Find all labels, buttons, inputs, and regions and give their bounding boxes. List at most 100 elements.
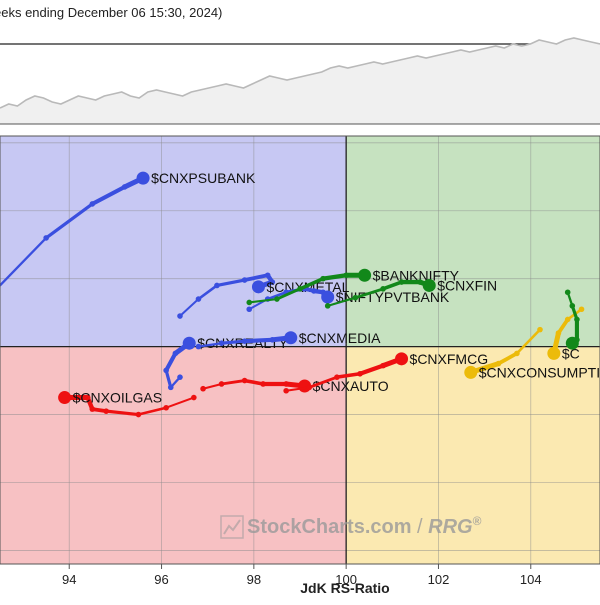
- leading-quadrant: [346, 136, 600, 347]
- series-segment: [248, 297, 278, 304]
- series-segment: [242, 273, 270, 282]
- series-point: [320, 275, 326, 282]
- watermark-brand: StockCharts.com: [247, 516, 412, 538]
- series-point: [306, 384, 313, 391]
- series-segment: [197, 284, 219, 301]
- series-point: [352, 294, 359, 301]
- series-segment: [0, 236, 48, 287]
- series-segment: [326, 296, 357, 307]
- series-tail: $BANKNIFTY: [246, 267, 460, 306]
- series-segment: [164, 368, 173, 389]
- benchmark-panel: [0, 24, 600, 125]
- series-segment: [220, 379, 247, 386]
- stockcharts-watermark: StockCharts.com / RRG®: [220, 514, 482, 539]
- series-point: [564, 289, 571, 296]
- series-segment: [44, 202, 94, 240]
- series-segment: [307, 375, 339, 389]
- series-point: [260, 381, 266, 387]
- svg-text:StockCharts.com / RRG®: StockCharts.com / RRG®: [247, 514, 482, 538]
- series-point: [398, 279, 405, 285]
- stockcharts-logo-icon: [220, 515, 244, 539]
- series-label: $C: [562, 345, 580, 361]
- series-segment: [202, 382, 223, 390]
- series-label: $CNXOILGAS: [73, 390, 162, 406]
- series-segment: [320, 273, 349, 281]
- series-point: [167, 384, 174, 391]
- series-point: [537, 326, 543, 333]
- series-point: [218, 381, 225, 387]
- weakening-quadrant: [346, 346, 600, 564]
- series-point: [311, 288, 317, 294]
- series-head-marker: [464, 365, 478, 379]
- x-axis-label: JdK RS-Ratio: [300, 580, 389, 596]
- series-tail: [564, 289, 580, 350]
- x-tick-label: 98: [247, 572, 261, 587]
- series-point: [343, 272, 349, 279]
- series-point: [195, 296, 202, 302]
- series-point: [214, 282, 220, 289]
- series-point: [283, 381, 289, 387]
- series-point: [163, 404, 169, 411]
- series-segment: [104, 409, 141, 417]
- series-point: [191, 394, 197, 401]
- x-tick-label: 96: [154, 572, 168, 587]
- series-point: [89, 406, 96, 412]
- improving-quadrant: [0, 136, 347, 347]
- series-label: $CNXPSUBANK: [151, 170, 256, 186]
- series-segment: [164, 351, 178, 373]
- series-segment: [285, 386, 311, 392]
- series-point: [195, 343, 202, 350]
- series-point: [269, 279, 276, 285]
- series-segment: [179, 298, 200, 318]
- series-head-marker: [58, 391, 72, 405]
- series-segment: [266, 290, 288, 301]
- series-head-marker: [182, 336, 196, 350]
- series-segment: [197, 342, 223, 348]
- series-head-marker: [395, 352, 409, 366]
- series-layer: $CNXPSUBANK$CNXMETAL$NIFTYPVTBANK$CNXREA…: [0, 170, 600, 418]
- series-head-marker: [251, 280, 265, 294]
- series-point: [103, 408, 109, 414]
- series-point: [241, 277, 248, 283]
- series-segment: [90, 184, 127, 206]
- series-point: [417, 279, 423, 285]
- series-head-marker: [284, 331, 298, 345]
- x-tick-label: 94: [62, 572, 76, 587]
- x-tick-label: 102: [428, 572, 450, 587]
- series-tail: $CNXOILGAS: [58, 390, 197, 418]
- series-point: [269, 337, 276, 343]
- series-point: [555, 330, 562, 336]
- series-point: [172, 350, 179, 357]
- series-segment: [242, 378, 265, 386]
- series-head-marker: [422, 278, 436, 292]
- series-segment: [137, 406, 168, 416]
- series-point: [564, 316, 571, 323]
- series-tail: $CNXAUTO: [200, 377, 389, 394]
- series-point: [578, 306, 585, 313]
- series-head-marker: [565, 336, 579, 350]
- series-point: [177, 313, 183, 319]
- series-point: [135, 411, 142, 418]
- x-tick-label: 104: [520, 572, 542, 587]
- series-label: $BANKNIFTY: [373, 267, 460, 283]
- series-label: $CNXAUTO: [313, 378, 389, 394]
- series-segment: [381, 280, 404, 291]
- series-point: [218, 340, 225, 347]
- series-tail: $CNXCONSUMPTION: [464, 326, 600, 380]
- series-segment: [242, 337, 275, 344]
- series-point: [121, 184, 128, 190]
- series-segment: [357, 363, 386, 376]
- benchmark-line: [0, 38, 600, 124]
- series-label: $CNXCONSUMPTION: [479, 364, 600, 380]
- series-point: [177, 374, 183, 380]
- series-point: [246, 306, 253, 313]
- series-point: [200, 385, 206, 392]
- series-point: [334, 374, 340, 380]
- series-point: [246, 299, 253, 306]
- series-point: [357, 370, 363, 377]
- series-point: [380, 362, 386, 369]
- series-segment: [496, 351, 519, 366]
- x-tick-label: 100: [335, 572, 357, 587]
- series-segment: [275, 287, 302, 301]
